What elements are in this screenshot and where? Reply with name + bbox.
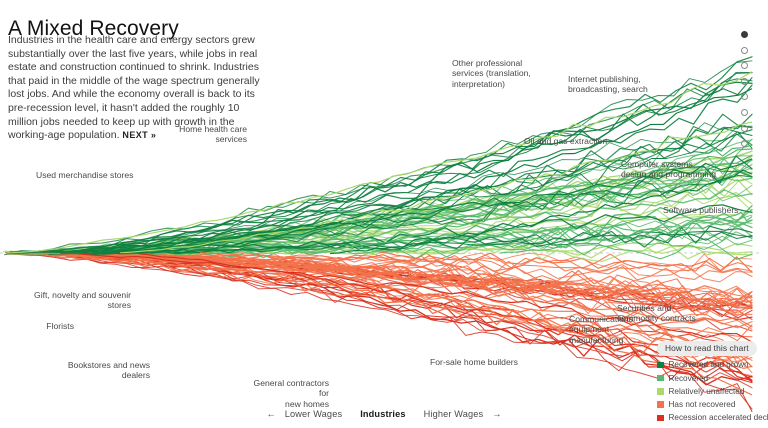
slide-dot-4[interactable] <box>741 77 748 85</box>
slide-dot-5[interactable] <box>741 93 748 101</box>
annotation-gift-novelty-souvenir: Gift, novelty and souvenir stores <box>34 290 131 311</box>
annotation-used-merchandise-stores: Used merchandise stores <box>36 170 134 180</box>
annotation-securities-commodity: Securities and commodity contracts <box>617 303 696 324</box>
annotation-florists: Florists <box>46 321 74 331</box>
industry-line[interactable] <box>96 168 753 255</box>
legend-swatch-icon <box>657 401 664 408</box>
wage-axis: ← Lower Wages Industries Higher Wages → <box>0 409 768 419</box>
industry-line[interactable] <box>20 251 753 410</box>
industry-line-highlighted[interactable] <box>39 158 753 254</box>
annotation-general-contractors: General contractors for new homes <box>253 378 329 409</box>
annotation-bookstores-news-dealers: Bookstores and news dealers <box>67 360 150 381</box>
axis-right-arrow: → <box>492 409 502 419</box>
slide-dot-6[interactable] <box>741 108 748 116</box>
legend-rows: Recovered and grown Recovered Relatively u… <box>657 360 768 422</box>
industry-line[interactable] <box>16 252 753 369</box>
intro-body: Industries in the health care and energy… <box>8 34 260 142</box>
slide-dot-2[interactable] <box>741 46 748 54</box>
slide-dot-3[interactable] <box>741 62 748 70</box>
industry-line[interactable] <box>13 251 753 389</box>
legend-title: How to read this chart <box>657 340 757 356</box>
next-link[interactable]: NEXT » <box>122 130 157 141</box>
page-title: A Mixed Recovery <box>8 17 179 41</box>
legend-item-4[interactable]: Recession accelerated decline <box>657 413 768 422</box>
industry-line-highlighted[interactable] <box>299 144 753 254</box>
industry-line[interactable] <box>43 230 753 255</box>
annotation-communications-equipment: Communications equipment manufacturing <box>569 314 633 345</box>
slide-dot-7[interactable] <box>741 124 748 132</box>
annotation-other-professional-services: Other professional services (translation… <box>452 58 531 89</box>
annotation-software-publishers: Software publishers <box>663 205 739 215</box>
industry-line[interactable] <box>92 131 753 255</box>
industry-line-highlighted[interactable] <box>329 169 753 255</box>
legend-swatch-icon <box>657 374 664 382</box>
industry-line[interactable] <box>4 251 753 384</box>
industry-line[interactable] <box>74 126 753 255</box>
industry-line-highlighted[interactable] <box>119 121 753 254</box>
legend-swatch-icon <box>657 361 664 369</box>
annotation-oil-and-gas-extraction: Oil and gas extraction <box>524 136 608 146</box>
axis-left-label: Lower Wages <box>284 409 343 419</box>
legend-swatch-icon <box>657 388 664 395</box>
industry-line[interactable] <box>117 189 753 254</box>
legend-item-label: Recovered and grown <box>668 360 749 370</box>
legend-item-3[interactable]: Has not recovered <box>657 400 768 409</box>
industry-line[interactable] <box>7 252 753 317</box>
industry-line-highlighted[interactable] <box>499 211 753 254</box>
axis-center-label: Industries <box>360 409 406 419</box>
annotation-home-health-care: Home health care services <box>179 124 247 145</box>
legend-swatch-icon <box>657 414 664 422</box>
chart-legend: How to read this chart Recovered and gro… <box>657 338 768 422</box>
industry-line[interactable] <box>71 253 753 382</box>
axis-right-label: Higher Wages <box>423 409 484 419</box>
industry-line[interactable] <box>77 204 753 255</box>
industry-line[interactable] <box>61 252 753 306</box>
industry-line[interactable] <box>48 252 753 273</box>
intro-paragraph: Industries in the health care and energy… <box>8 34 260 143</box>
legend-item-label: Relatively unaffected <box>668 386 745 396</box>
industry-line-highlighted[interactable] <box>5 71 753 254</box>
slide-nav-dots[interactable] <box>741 31 748 156</box>
legend-item-2[interactable]: Relatively unaffected <box>657 387 768 396</box>
slide-dot-8[interactable] <box>741 140 748 148</box>
annotation-for-sale-home-builders: For-sale home builders <box>430 357 518 367</box>
legend-item-label: Recession accelerated decline <box>668 413 768 423</box>
industry-line[interactable] <box>105 225 753 255</box>
industry-line-highlighted[interactable] <box>169 88 753 254</box>
axis-left-arrow: ← <box>266 409 276 419</box>
annotation-internet-publishing: Internet publishing, broadcasting, searc… <box>568 74 648 95</box>
legend-item-label: Recovered <box>668 373 709 383</box>
slide-dot-1[interactable] <box>741 31 748 38</box>
industry-line-highlighted[interactable] <box>119 252 753 381</box>
industry-line[interactable] <box>22 122 753 253</box>
legend-item-1[interactable]: Recovered <box>657 374 768 383</box>
legend-item-label: Has not recovered <box>668 400 736 410</box>
industry-line[interactable] <box>48 81 753 255</box>
industry-line[interactable] <box>76 251 753 359</box>
industry-line[interactable] <box>49 238 753 260</box>
annotation-computer-systems-design: Computer systems design and programming <box>621 159 717 180</box>
legend-item-0[interactable]: Recovered and grown <box>657 360 768 369</box>
